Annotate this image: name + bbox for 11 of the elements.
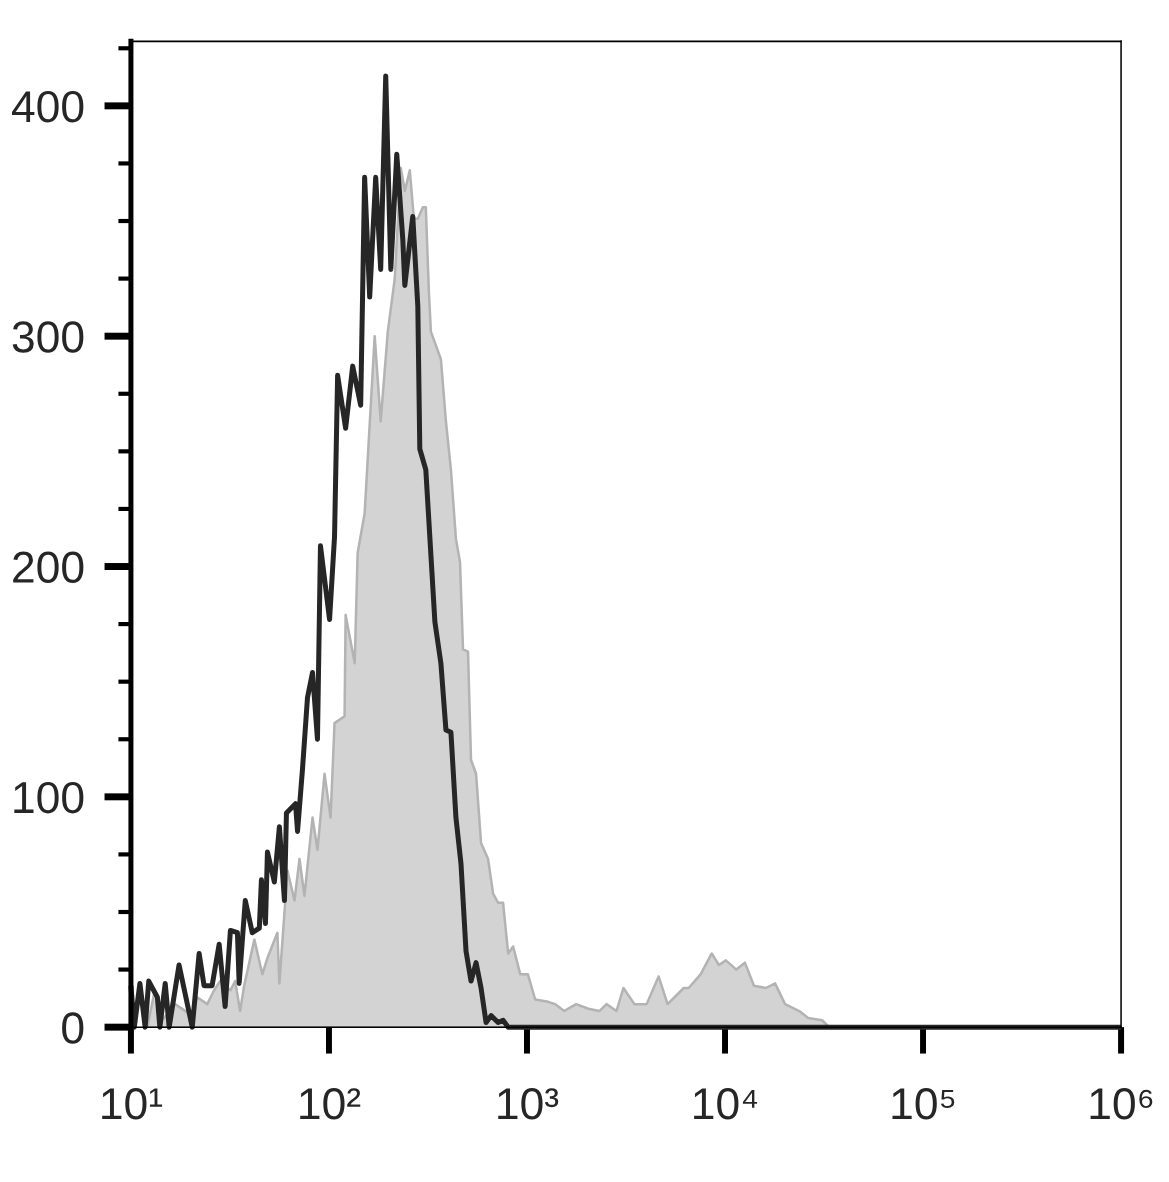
y-tick-label: 300 [12, 321, 84, 353]
x-tick-label: 10² [300, 1088, 361, 1120]
x-tick-label: 10³ [498, 1088, 559, 1120]
y-tick-label: 200 [13, 551, 84, 584]
y-tick-label: 400 [11, 90, 84, 123]
y-tick-label: 100 [14, 781, 84, 814]
x-tick-label: 10¹ [102, 1088, 163, 1120]
x-tick-label: 10⁶ [1090, 1088, 1153, 1120]
x-tick-label: 10⁴ [694, 1088, 758, 1120]
y-tick-label: 0 [62, 1012, 84, 1044]
x-tick-label: 10⁵ [892, 1088, 955, 1120]
